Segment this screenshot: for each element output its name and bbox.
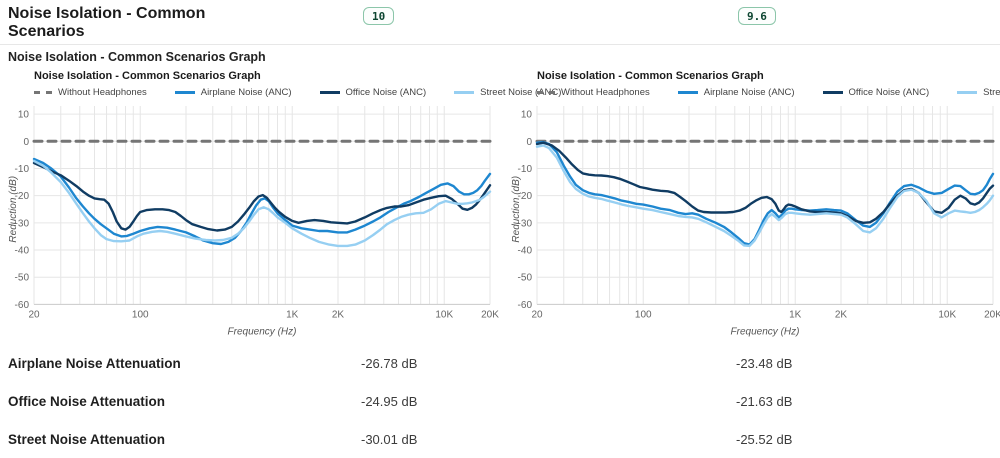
- svg-text:Frequency (Hz): Frequency (Hz): [731, 326, 800, 337]
- legend-label: Without Headphones: [58, 86, 147, 98]
- svg-text:-40: -40: [518, 246, 533, 257]
- legend-item-without-headphones[interactable]: Without Headphones: [537, 87, 650, 98]
- row-value-right: -23.48 dB: [736, 355, 793, 371]
- svg-text:2K: 2K: [835, 309, 848, 320]
- svg-text:2K: 2K: [332, 309, 345, 320]
- chart-left: Noise Isolation - Common Scenarios Graph…: [8, 65, 561, 342]
- dashed-line-swatch-icon: [537, 90, 555, 94]
- svg-text:100: 100: [132, 309, 149, 320]
- svg-text:10K: 10K: [938, 309, 956, 320]
- svg-text:Reduction (dB): Reduction (dB): [8, 176, 19, 243]
- line-swatch-icon: [822, 90, 843, 94]
- legend-item-office-noise[interactable]: Office Noise (ANC): [822, 86, 930, 98]
- row-label: Airplane Noise Attenuation: [8, 355, 181, 371]
- chart-title: Noise Isolation - Common Scenarios Graph: [537, 70, 764, 82]
- table-row-office: Office Noise Attenuation -24.95 dB -21.6…: [0, 382, 1000, 420]
- svg-text:20K: 20K: [984, 309, 1000, 320]
- legend-item-office-noise[interactable]: Office Noise (ANC): [319, 86, 427, 98]
- legend-label: Office Noise (ANC): [345, 86, 427, 98]
- legend-label: Airplane Noise (ANC): [200, 86, 292, 98]
- svg-text:-60: -60: [15, 300, 30, 311]
- svg-text:100: 100: [635, 309, 652, 320]
- legend-item-street-noise[interactable]: Street Noise (ANC): [454, 87, 561, 98]
- row-value-right: -25.52 dB: [736, 431, 793, 447]
- charts-row: Noise Isolation - Common Scenarios Graph…: [0, 65, 1000, 342]
- row-value-left: -30.01 dB: [361, 431, 418, 447]
- svg-text:-30: -30: [518, 218, 533, 229]
- chart-legend: Without Headphones Airplane Noise (ANC) …: [34, 84, 561, 100]
- svg-text:-20: -20: [15, 191, 30, 202]
- svg-text:-10: -10: [518, 164, 533, 175]
- svg-text:0: 0: [23, 137, 29, 148]
- row-label: Office Noise Attenuation: [8, 393, 166, 409]
- page-title: Noise Isolation - Common Scenarios: [8, 5, 206, 41]
- svg-text:Frequency (Hz): Frequency (Hz): [228, 326, 297, 337]
- attenuation-table: Airplane Noise Attenuation -26.78 dB -23…: [0, 344, 1000, 458]
- legend-label: Airplane Noise (ANC): [703, 86, 795, 98]
- legend-label: Street Noise (ANC): [983, 86, 1000, 98]
- row-value-left: -24.95 dB: [361, 393, 418, 409]
- page-header: Noise Isolation - Common Scenarios 10 9.…: [0, 0, 1000, 44]
- svg-text:-30: -30: [15, 218, 30, 229]
- legend-item-street-noise[interactable]: Street Noise (ANC): [957, 87, 1000, 98]
- chart-title: Noise Isolation - Common Scenarios Graph: [34, 70, 261, 82]
- section-header: Noise Isolation - Common Scenarios Graph: [0, 44, 1000, 65]
- legend-item-airplane-noise[interactable]: Airplane Noise (ANC): [677, 86, 795, 98]
- legend-item-airplane-noise[interactable]: Airplane Noise (ANC): [174, 86, 292, 98]
- line-swatch-icon: [677, 90, 698, 94]
- svg-text:0: 0: [526, 137, 532, 148]
- line-swatch-icon: [174, 90, 195, 94]
- svg-text:10K: 10K: [435, 309, 453, 320]
- legend-item-without-headphones[interactable]: Without Headphones: [34, 87, 147, 98]
- table-row-street: Street Noise Attenuation -30.01 dB -25.5…: [0, 420, 1000, 458]
- svg-text:-10: -10: [15, 164, 30, 175]
- chart-right: Noise Isolation - Common Scenarios Graph…: [511, 65, 1000, 342]
- score-cell-left: 10: [353, 3, 728, 25]
- line-swatch-icon: [957, 90, 978, 94]
- svg-text:20K: 20K: [481, 309, 499, 320]
- svg-text:1K: 1K: [789, 309, 802, 320]
- legend-label: Office Noise (ANC): [848, 86, 930, 98]
- row-label: Street Noise Attenuation: [8, 431, 166, 447]
- svg-text:20: 20: [531, 309, 543, 320]
- row-value-left: -26.78 dB: [361, 355, 418, 371]
- svg-text:-40: -40: [15, 246, 30, 257]
- svg-text:-60: -60: [518, 300, 533, 311]
- dashed-line-swatch-icon: [34, 90, 52, 94]
- score-cell-right: 9.6: [728, 3, 1000, 25]
- svg-text:-20: -20: [518, 191, 533, 202]
- svg-text:Reduction (dB): Reduction (dB): [511, 176, 522, 243]
- svg-text:1K: 1K: [286, 309, 299, 320]
- table-row-airplane: Airplane Noise Attenuation -26.78 dB -23…: [0, 344, 1000, 382]
- line-swatch-icon: [319, 90, 340, 94]
- line-swatch-icon: [454, 90, 475, 94]
- svg-text:-50: -50: [15, 273, 30, 284]
- score-badge-right: 9.6: [738, 7, 776, 25]
- legend-label: Street Noise (ANC): [480, 86, 562, 98]
- score-badge-left: 10: [363, 7, 395, 25]
- svg-text:-50: -50: [518, 273, 533, 284]
- legend-label: Without Headphones: [561, 86, 650, 98]
- svg-text:20: 20: [28, 309, 40, 320]
- svg-text:10: 10: [18, 110, 30, 121]
- svg-text:10: 10: [521, 110, 533, 121]
- chart-legend: Without Headphones Airplane Noise (ANC) …: [537, 84, 1000, 100]
- row-value-right: -21.63 dB: [736, 393, 793, 409]
